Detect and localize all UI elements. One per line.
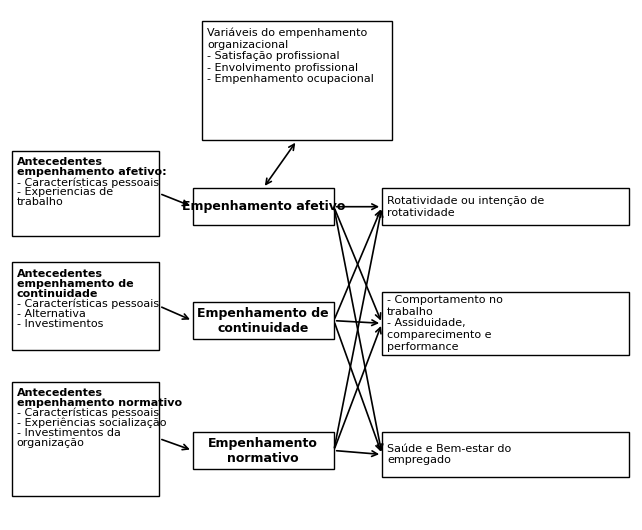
FancyBboxPatch shape <box>382 188 629 225</box>
FancyBboxPatch shape <box>382 432 629 477</box>
FancyBboxPatch shape <box>12 151 159 236</box>
Text: - Experiências socialização: - Experiências socialização <box>17 418 166 428</box>
FancyBboxPatch shape <box>193 302 334 339</box>
Text: - Experiencias de: - Experiencias de <box>17 188 113 197</box>
Text: - Alternativa: - Alternativa <box>17 308 85 319</box>
Text: - Investimentos da: - Investimentos da <box>17 428 121 438</box>
Text: Saúde e Bem-estar do
empregado: Saúde e Bem-estar do empregado <box>387 444 512 465</box>
Text: - Características pessoais: - Características pessoais <box>17 299 159 309</box>
Text: - Investimentos: - Investimentos <box>17 319 103 329</box>
FancyBboxPatch shape <box>202 21 392 140</box>
Text: - Características pessoais: - Características pessoais <box>17 178 159 188</box>
FancyBboxPatch shape <box>12 382 159 496</box>
Text: Antecedentes: Antecedentes <box>17 388 103 398</box>
Text: Empenhamento afetivo: Empenhamento afetivo <box>182 200 345 213</box>
FancyBboxPatch shape <box>12 262 159 350</box>
Text: Variáveis do empenhamento
organizacional
- Satisfação profissional
- Envolviment: Variáveis do empenhamento organizacional… <box>207 28 374 84</box>
Text: trabalho: trabalho <box>17 197 64 207</box>
Text: Antecedentes: Antecedentes <box>17 157 103 167</box>
Text: Empenhamento
normativo: Empenhamento normativo <box>208 437 318 464</box>
Text: - Comportamento no
trabalho
- Assiduidade,
comparecimento e
performance: - Comportamento no trabalho - Assiduidad… <box>387 295 503 351</box>
Text: continuidade: continuidade <box>17 289 98 299</box>
Text: organização: organização <box>17 438 85 448</box>
Text: - Características pessoais: - Características pessoais <box>17 408 159 419</box>
Text: empenhamento de: empenhamento de <box>17 279 134 289</box>
FancyBboxPatch shape <box>382 292 629 355</box>
Text: Empenhamento de
continuidade: Empenhamento de continuidade <box>197 307 329 334</box>
Text: empenhamento afetivo:: empenhamento afetivo: <box>17 167 166 178</box>
FancyBboxPatch shape <box>193 432 334 469</box>
Text: Antecedentes: Antecedentes <box>17 269 103 279</box>
FancyBboxPatch shape <box>193 188 334 225</box>
Text: empenhamento normativo: empenhamento normativo <box>17 398 182 408</box>
Text: Rotatividade ou intenção de
rotatividade: Rotatividade ou intenção de rotatividade <box>387 196 544 217</box>
